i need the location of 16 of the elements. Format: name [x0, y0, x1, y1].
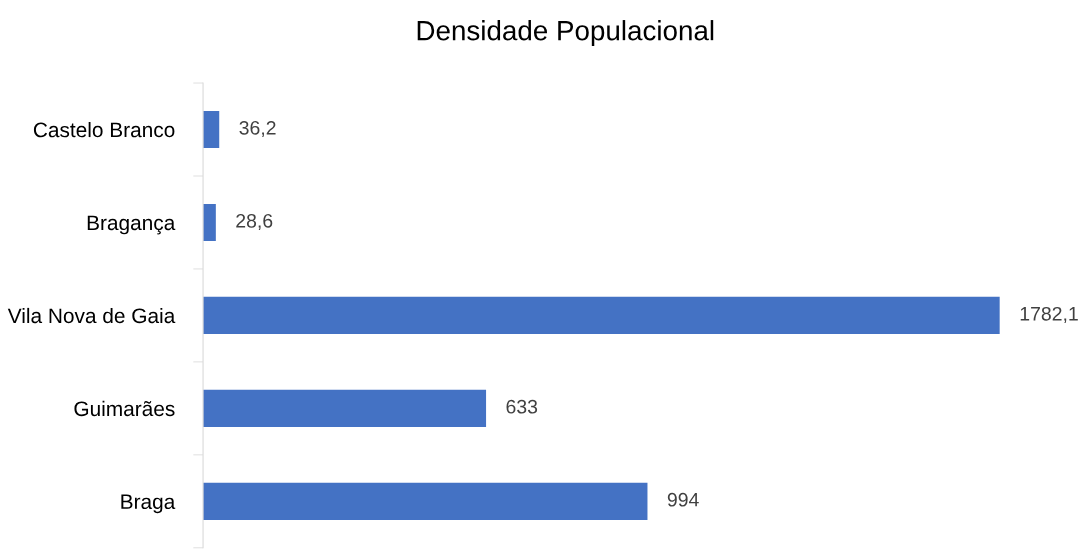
data-label: 28,6 [236, 213, 273, 230]
y-tick-label: Braga [121, 494, 176, 514]
y-tick-label: Castelo Branco [33, 121, 175, 138]
data-label: 994 [667, 492, 699, 507]
bar [203, 203, 216, 242]
bar [203, 110, 220, 149]
data-label: 633 [506, 399, 538, 414]
chart-title: Densidade Populacional [417, 20, 714, 46]
bar [203, 296, 1000, 335]
data-label: 36,2 [239, 120, 276, 138]
y-tick-label: Bragança [87, 215, 176, 235]
y-tick-label: Vila Nova de Gaia [7, 307, 176, 324]
data-label: 1782,1 [1020, 306, 1078, 323]
bar [203, 389, 487, 427]
bar [203, 482, 648, 520]
y-tick-label: Guimarães [74, 400, 175, 417]
